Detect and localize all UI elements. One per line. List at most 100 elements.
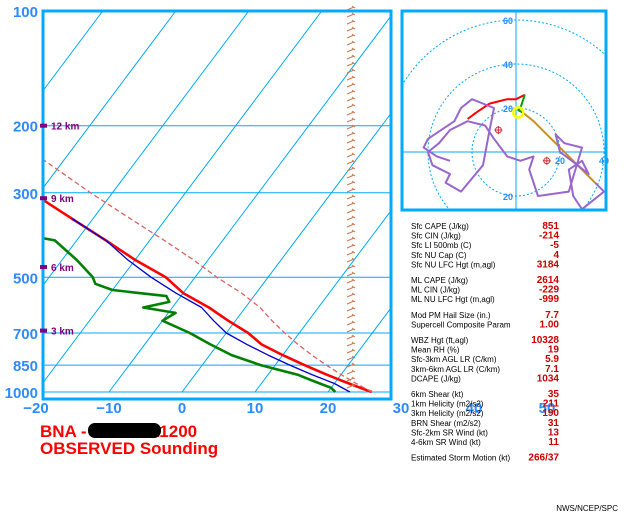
wind-barb-flag	[346, 160, 355, 165]
hodograph-trace	[422, 93, 605, 210]
wind-barb-flag	[346, 62, 355, 67]
wind-barb-flag	[346, 237, 355, 242]
param-value: 3184	[537, 259, 560, 270]
wind-barb-flag	[346, 349, 355, 354]
height-marker	[40, 123, 47, 128]
param-label: DCAPE (J/kg)	[411, 374, 461, 383]
height-tick-label: 6 km	[51, 263, 74, 274]
wind-barb-flag	[346, 55, 355, 60]
param-label: 1km Helicity (m2/s2)	[411, 400, 484, 409]
isotherm	[43, 11, 177, 189]
pressure-tick-label: 100	[13, 4, 38, 21]
wind-barb-flag	[346, 230, 355, 235]
param-label: Sfc LI 500mb (C)	[411, 241, 472, 250]
wind-barb-flag	[346, 335, 355, 340]
param-value: -214	[539, 231, 559, 242]
pressure-tick-label: 300	[13, 186, 38, 203]
wind-barb-flag	[346, 125, 355, 130]
temp-tick-label: 50	[539, 400, 556, 417]
param-value: 2614	[537, 275, 560, 286]
wind-barb-flag	[346, 195, 355, 200]
wind-barb-flag	[346, 370, 355, 375]
isotherm	[43, 11, 104, 92]
param-label: 3km-6km AGL LR (C/km)	[411, 365, 500, 374]
wind-barb-flag	[346, 209, 355, 214]
wind-barbs	[346, 5, 356, 389]
wind-barb-flag	[346, 216, 355, 221]
height-marker	[40, 265, 47, 270]
hodograph-tick-label: 20	[555, 156, 565, 166]
param-value: 7.1	[545, 364, 559, 375]
wind-barb-flag	[346, 13, 355, 18]
skewt-profiles	[43, 158, 373, 394]
wind-barb-flag	[346, 181, 355, 186]
wind-barb-flag	[346, 97, 355, 102]
param-value: 19	[548, 345, 560, 356]
pressure-tick-label: 500	[13, 270, 38, 287]
param-value: 10328	[531, 335, 559, 346]
wind-barb-flag	[346, 377, 355, 382]
param-label: WBZ Hgt (ft,agl)	[411, 336, 469, 345]
hodograph-tick-label: 40	[599, 156, 609, 166]
wind-barb-flag	[346, 363, 355, 368]
param-label: ML CAPE (J/kg)	[411, 276, 468, 285]
param-value: 13	[548, 427, 560, 438]
param-value: 7.7	[545, 310, 559, 321]
height-tick-label: 9 km	[51, 194, 74, 205]
wind-barb-flag	[346, 90, 355, 95]
param-value: 5.9	[545, 354, 559, 365]
hodograph-segment-0	[467, 93, 526, 120]
wind-barb-flag	[346, 272, 355, 277]
param-value: 190	[542, 408, 559, 419]
isotherm	[43, 11, 323, 384]
param-value: 31	[548, 418, 560, 429]
temp-tick-label: −10	[96, 400, 121, 417]
temp-tick-label: 30	[393, 400, 410, 417]
wind-barb-flag	[346, 20, 355, 25]
wind-barb-flag	[346, 328, 355, 333]
wind-barb-flag	[346, 83, 355, 88]
hodograph-segment-3	[422, 98, 605, 210]
height-tick-label: 12 km	[51, 122, 79, 133]
wind-barb-flag	[346, 27, 355, 32]
temp-tick-label: 20	[320, 400, 337, 417]
pressure-axis: 100 200 300 500 700 850 1000	[5, 4, 38, 402]
wind-barb-flag	[346, 146, 355, 151]
wind-barb-flag	[346, 188, 355, 193]
pressure-tick-label: 200	[13, 119, 38, 136]
wind-barb-flag	[346, 167, 355, 172]
pressure-tick-label: 700	[13, 326, 38, 343]
param-value: 211	[543, 399, 560, 410]
wind-barb-flag	[346, 244, 355, 249]
hodograph-tick-label: 40	[503, 60, 513, 70]
param-value: 1.00	[540, 319, 560, 330]
credit-label: NWS/NCEP/SPC	[556, 504, 618, 513]
wind-barb-flag	[346, 76, 355, 81]
chart-subtitle: OBSERVED Sounding	[40, 439, 218, 458]
wind-barb-flag	[346, 265, 355, 270]
height-axis: 12 km 9 km 6 km 3 km	[40, 122, 79, 338]
isotherm	[547, 11, 632, 392]
param-label: Mod PM Hail Size (in.)	[411, 311, 491, 320]
temp-tick-label: 40	[466, 400, 483, 417]
param-label: 6km Shear (kt)	[411, 390, 464, 399]
param-value: -229	[539, 285, 559, 296]
profile-line-2	[71, 217, 351, 393]
temp-tick-label: 10	[247, 400, 264, 417]
storm-motion-marker	[511, 106, 525, 119]
parameter-table: Sfc CAPE (J/kg) 851 Sfc CIN (J/kg) -214 Sfc …	[411, 221, 559, 464]
wind-barb-flag	[346, 139, 355, 144]
wind-barb-flag	[346, 384, 355, 389]
wind-barb-flag	[346, 118, 355, 123]
skewt-grid	[43, 11, 632, 393]
param-label: Sfc-3km AGL LR (C/km)	[411, 355, 497, 364]
param-value: 11	[548, 437, 559, 448]
param-label: Mean RH (%)	[411, 346, 460, 355]
wind-barb-flag	[346, 69, 355, 74]
hodograph-tick-label: 60	[503, 16, 513, 26]
wind-barb-flag	[346, 153, 355, 158]
param-value: 35	[548, 389, 560, 400]
wind-barb-flag	[346, 223, 355, 228]
isotherm	[327, 307, 391, 393]
